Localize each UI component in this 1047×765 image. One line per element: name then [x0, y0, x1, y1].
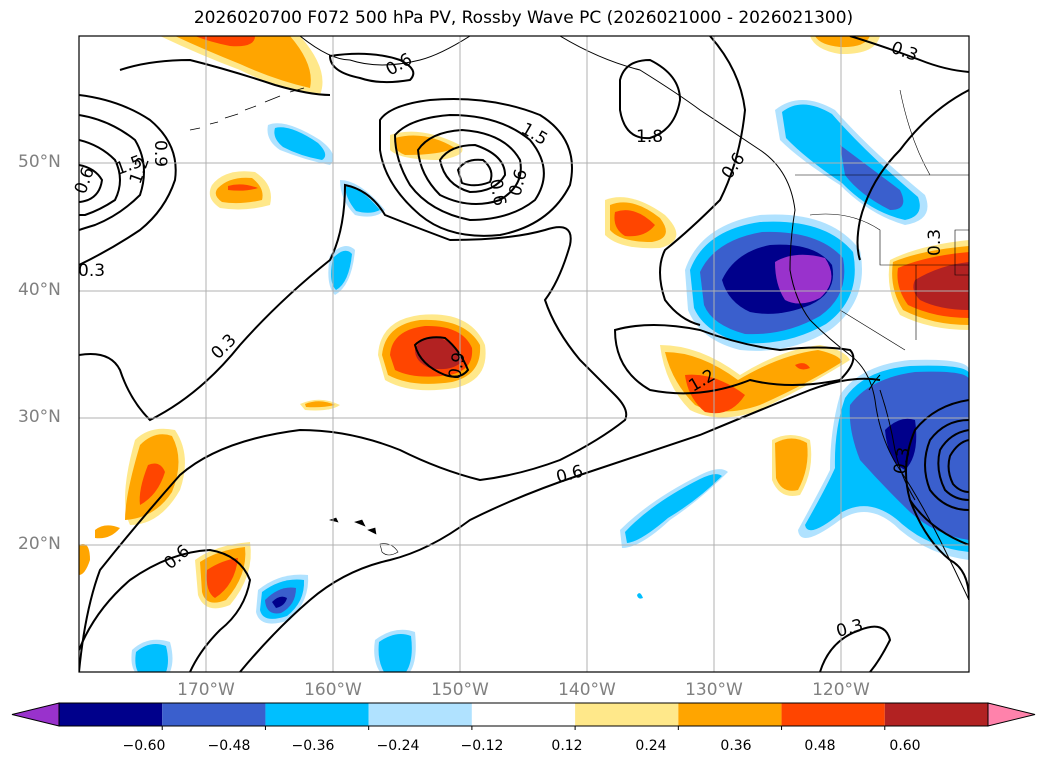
contour-label: 0.9	[150, 140, 170, 167]
contour-label-layer: 0.3 0.6 0.9 1.2 1.5 1.8 0.3 0.6 0.3 0.6 …	[71, 38, 945, 642]
colorbar-segment	[678, 703, 782, 726]
lon-label: 150°W	[431, 680, 489, 700]
political-borders	[795, 89, 969, 351]
map-frame	[78, 35, 970, 673]
pv-contours	[79, 36, 969, 672]
contour-label: 0.3	[890, 446, 914, 476]
colorbar-segment	[781, 703, 885, 726]
positive-anomaly-east	[888, 240, 969, 330]
aleutian-islands	[189, 87, 305, 131]
hawaii-islands	[328, 517, 399, 556]
colorbar-tick-label: 0.12	[551, 738, 583, 754]
colorbar-segment	[575, 703, 679, 726]
lat-label: 20°N	[18, 534, 61, 554]
contour-label: 1.8	[636, 127, 663, 147]
positive-anomaly-small-2	[390, 131, 463, 160]
map-title: 2026020700 F072 500 hPa PV, Rossby Wave …	[193, 8, 854, 28]
negative-anomaly-subtropics	[620, 469, 728, 599]
colorbar-tick-label: 0.60	[889, 738, 921, 754]
colorbar-tick-label: −0.36	[291, 738, 335, 754]
colorbar-tick-label: −0.24	[376, 738, 420, 754]
colorbar-extend-low	[11, 702, 60, 727]
positive-anomaly-central-pacific	[378, 314, 486, 391]
positive-anomaly-small-1	[209, 171, 271, 210]
lon-label: 170°W	[177, 680, 235, 700]
positive-anomaly-tiny	[300, 399, 340, 411]
contour-label: 0.9	[445, 351, 469, 381]
contour-label: 0.3	[925, 229, 945, 256]
colorbar-extend-high	[987, 702, 1036, 727]
colorbar-segment	[471, 703, 576, 726]
positive-anomaly-alaska	[160, 36, 323, 95]
colorbar-segment	[59, 703, 163, 726]
colorbar-tick-label: −0.12	[460, 738, 504, 754]
lat-label: 30°N	[18, 407, 61, 427]
negative-anomaly-northwest	[267, 123, 385, 295]
colorbar-segment	[265, 703, 369, 726]
colorbar-tick-label: 0.48	[804, 738, 836, 754]
negative-anomaly-south-2	[131, 629, 416, 672]
contour-label: 0.6	[485, 177, 509, 207]
positive-anomaly-south	[195, 542, 251, 609]
lon-label: 120°W	[812, 680, 870, 700]
lon-label: 130°W	[685, 680, 743, 700]
colorbar-tick-label: 0.24	[635, 738, 667, 754]
colorbar	[11, 702, 1036, 730]
lon-label: 160°W	[304, 680, 362, 700]
contour-label: 0.3	[78, 261, 105, 281]
map-gridlines	[79, 36, 969, 672]
colorbar-tick-label: 0.36	[720, 738, 752, 754]
negative-anomaly-south-1	[256, 574, 309, 624]
colorbar-segment	[368, 703, 472, 726]
colorbar-tick-label: −0.48	[207, 738, 251, 754]
positive-anomaly-southeast	[772, 435, 812, 496]
negative-anomaly-california	[685, 214, 862, 351]
lon-label: 140°W	[558, 680, 616, 700]
colorbar-segment	[884, 703, 988, 726]
colorbar-tick-label: −0.60	[122, 738, 166, 754]
lat-label: 50°N	[18, 152, 61, 172]
positive-anomaly-west-sub	[79, 428, 185, 575]
lat-label: 40°N	[18, 280, 61, 300]
positive-anomaly-small-3	[605, 197, 677, 249]
colorbar-segment	[162, 703, 266, 726]
map-plot-area	[79, 36, 969, 672]
